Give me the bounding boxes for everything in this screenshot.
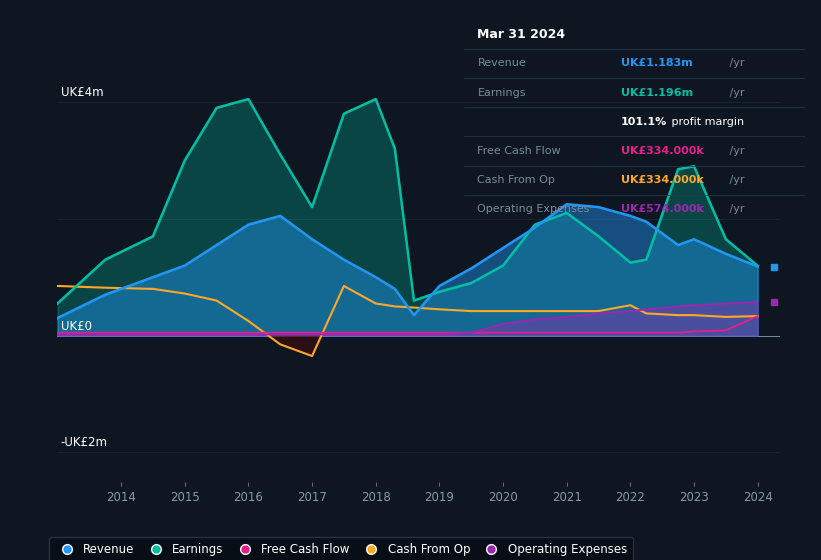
- Text: UK£334.000k: UK£334.000k: [621, 146, 704, 156]
- Text: Mar 31 2024: Mar 31 2024: [478, 27, 566, 41]
- Text: 101.1%: 101.1%: [621, 117, 667, 127]
- Text: UK£4m: UK£4m: [61, 86, 103, 99]
- Text: /yr: /yr: [727, 175, 745, 185]
- Text: Revenue: Revenue: [478, 58, 526, 68]
- Text: UK£1.196m: UK£1.196m: [621, 87, 693, 97]
- Text: Free Cash Flow: Free Cash Flow: [478, 146, 561, 156]
- Text: Earnings: Earnings: [478, 87, 526, 97]
- Text: UK£1.183m: UK£1.183m: [621, 58, 692, 68]
- Text: Operating Expenses: Operating Expenses: [478, 204, 589, 214]
- Legend: Revenue, Earnings, Free Cash Flow, Cash From Op, Operating Expenses: Revenue, Earnings, Free Cash Flow, Cash …: [49, 536, 633, 560]
- Text: /yr: /yr: [727, 58, 745, 68]
- Text: UK£334.000k: UK£334.000k: [621, 175, 704, 185]
- Text: /yr: /yr: [727, 146, 745, 156]
- Text: UK£574.000k: UK£574.000k: [621, 204, 704, 214]
- Text: -UK£2m: -UK£2m: [61, 436, 108, 450]
- Text: Cash From Op: Cash From Op: [478, 175, 555, 185]
- Text: /yr: /yr: [727, 87, 745, 97]
- Text: UK£0: UK£0: [61, 320, 92, 333]
- Text: profit margin: profit margin: [668, 117, 745, 127]
- Text: /yr: /yr: [727, 204, 745, 214]
